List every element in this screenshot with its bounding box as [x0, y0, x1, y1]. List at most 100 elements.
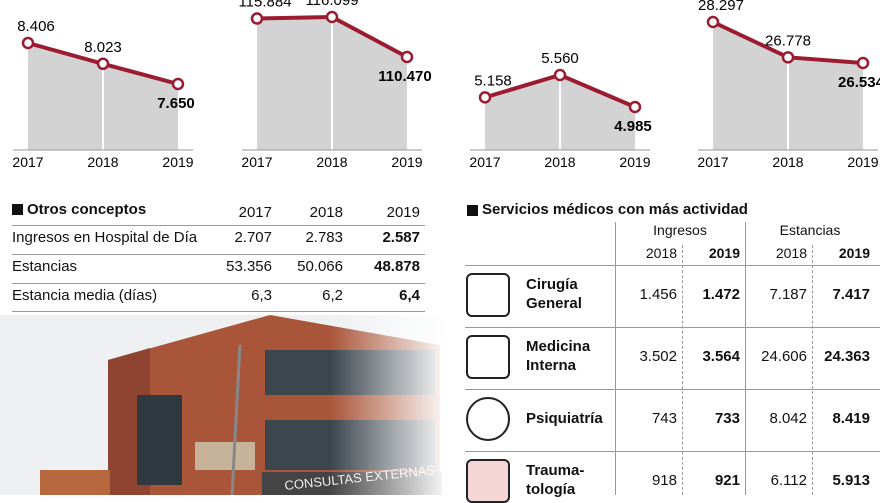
bullet [467, 205, 478, 216]
cell: 48.878 [374, 258, 420, 275]
cell: 1.456 [639, 286, 677, 303]
value-label: 4.985 [614, 118, 652, 135]
icon [466, 335, 510, 379]
table-title: Otros conceptos [27, 201, 147, 218]
row-label: Ingresos en Hospital de Día [12, 229, 198, 246]
cell: 8.042 [769, 410, 807, 427]
column-header: 2017 [238, 204, 272, 221]
cell: 733 [714, 410, 740, 427]
value-label: 5.560 [541, 50, 579, 67]
cell: 6,2 [322, 287, 343, 304]
point [553, 68, 567, 82]
cell: 3.564 [702, 348, 740, 365]
x-tick-label: 2017 [469, 154, 500, 170]
cell: 1.472 [702, 286, 740, 303]
cell: 53.356 [226, 258, 272, 275]
row-label: Estancias [12, 258, 78, 275]
value-label: 8.023 [84, 39, 122, 56]
table-title: Servicios médicos con más actividad [482, 201, 748, 218]
column-header: 2019 [386, 204, 420, 221]
bullet [12, 204, 23, 215]
value-label: 26.534 [838, 74, 880, 91]
column-header: 2018 [645, 245, 677, 261]
cell: 7.187 [769, 286, 807, 303]
value-label: 28.297 [698, 0, 744, 14]
cell: 2.707 [234, 229, 272, 246]
cell: 50.066 [297, 258, 343, 275]
value-label: 5.158 [474, 72, 512, 89]
row-line [12, 311, 425, 312]
v-line [745, 222, 746, 495]
point [628, 100, 642, 114]
cell: 5.913 [832, 472, 870, 489]
row-label: Cirugía General [526, 276, 582, 312]
value-label: 110.470 [378, 68, 431, 85]
point [400, 50, 414, 64]
icon [466, 459, 510, 503]
v-dash [682, 245, 683, 495]
row-line [465, 451, 880, 452]
cell: 24.363 [824, 348, 870, 365]
cell: 743 [651, 410, 677, 427]
x-tick-label: 2019 [162, 154, 193, 170]
value-label: 8.406 [17, 18, 55, 35]
x-tick-label: 2018 [772, 154, 803, 170]
point [250, 12, 264, 25]
cell: 6,3 [251, 287, 272, 304]
point [856, 56, 870, 70]
row-line [12, 225, 425, 226]
row-label: Medicina Interna [526, 338, 591, 374]
value-label: 26.778 [765, 32, 811, 49]
row-line [465, 327, 880, 328]
point [706, 15, 720, 29]
cell: 8.419 [832, 410, 870, 427]
v-line [615, 222, 616, 495]
cell: 2.783 [305, 229, 343, 246]
row-line [12, 283, 425, 284]
photo: CONSULTAS EXTERNAS [0, 315, 450, 495]
x-tick-label: 2018 [316, 154, 347, 170]
x-tick-label: 2018 [87, 154, 118, 170]
cell: 6.112 [770, 472, 807, 489]
point [781, 51, 795, 64]
cell: 918 [651, 472, 677, 489]
point [325, 10, 339, 24]
cell: 3.502 [639, 348, 677, 365]
icon [466, 273, 510, 317]
point [96, 57, 110, 71]
cell: 921 [714, 472, 740, 489]
column-header: 2018 [775, 245, 807, 261]
column-header: 2018 [309, 204, 343, 221]
column-header: 2019 [838, 245, 870, 261]
row-line [465, 389, 880, 390]
point [21, 36, 35, 50]
x-tick-label: 2017 [697, 154, 728, 170]
v-dash [812, 245, 813, 495]
x-tick-label: 2017 [241, 154, 272, 170]
x-tick-label: 2019 [847, 154, 878, 170]
cell: 6,4 [399, 287, 420, 304]
x-tick-label: 2019 [391, 154, 422, 170]
value-label: 115.884 [238, 0, 291, 11]
row-label: Trauma-tología [526, 462, 585, 498]
point [171, 77, 185, 91]
row-line [12, 254, 425, 255]
cell: 2.587 [382, 229, 420, 246]
row-label: Estancia media (días) [12, 287, 158, 304]
row-line [465, 265, 880, 266]
group-header: Estancias [779, 222, 841, 238]
value-label: 116.099 [305, 0, 358, 9]
cell: 7.417 [832, 286, 870, 303]
value-label: 7.650 [157, 95, 195, 112]
group-header: Ingresos [653, 222, 707, 238]
cell: 24.606 [761, 348, 807, 365]
x-tick-label: 2018 [544, 154, 575, 170]
point [478, 91, 492, 104]
column-header: 2019 [708, 245, 740, 261]
x-tick-label: 2019 [619, 154, 650, 170]
icon [466, 397, 510, 441]
row-label: Psiquiatría [526, 410, 603, 427]
x-tick-label: 2017 [12, 154, 43, 170]
